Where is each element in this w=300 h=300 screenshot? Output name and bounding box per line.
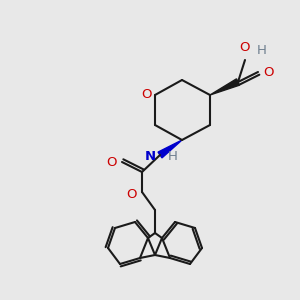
Text: H: H <box>257 44 267 56</box>
Text: O: O <box>106 155 117 169</box>
Text: H: H <box>168 151 178 164</box>
Text: O: O <box>240 41 250 54</box>
Polygon shape <box>210 79 239 95</box>
Text: O: O <box>263 65 274 79</box>
Polygon shape <box>158 140 182 158</box>
Text: O: O <box>142 88 152 101</box>
Text: O: O <box>127 188 137 200</box>
Text: N: N <box>145 151 156 164</box>
